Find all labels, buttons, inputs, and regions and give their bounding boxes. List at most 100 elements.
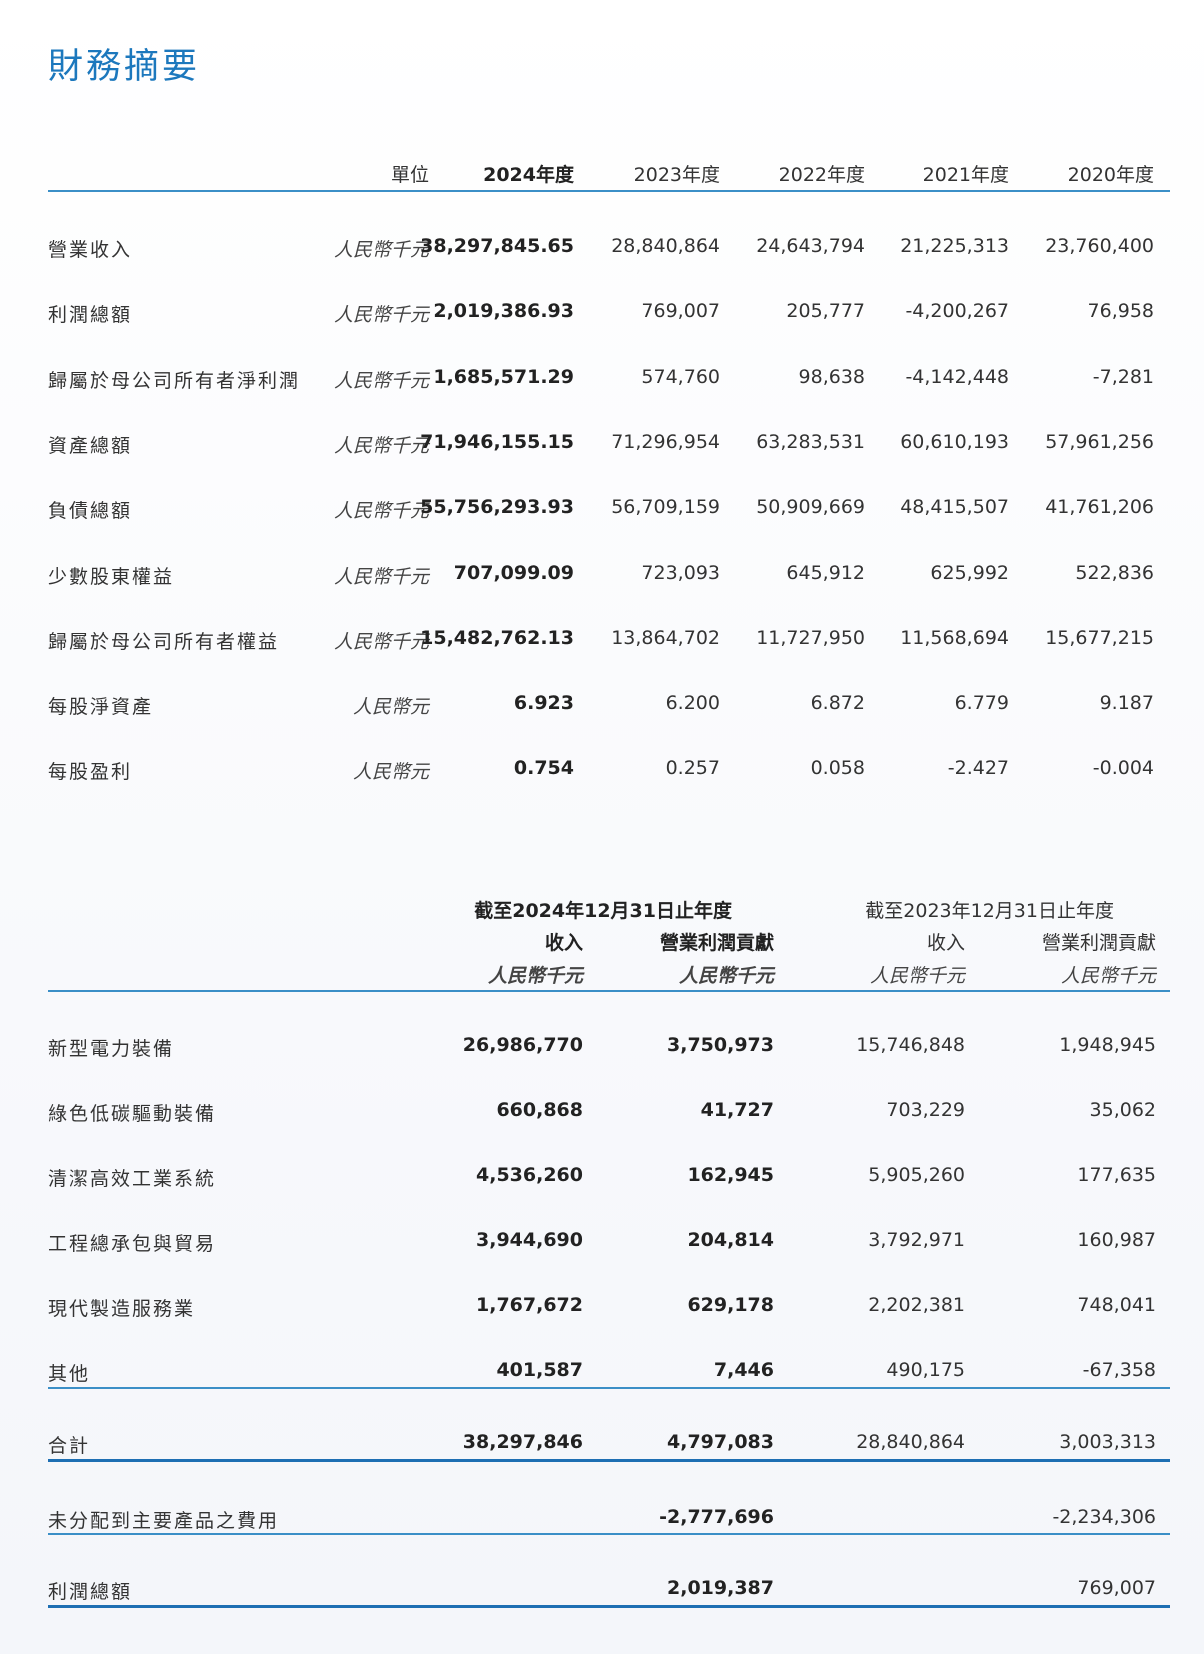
value-cell: 574,760 — [641, 365, 720, 388]
value-cell: 707,099.09 — [453, 561, 574, 584]
value-cell: 3,003,313 — [1059, 1431, 1156, 1453]
summary-header: 單位 2024年度 2023年度 2022年度 2021年度 2020年度 — [0, 160, 1204, 190]
period-header: 截至2024年12月31日止年度 截至2023年12月31日止年度 — [0, 896, 1204, 926]
unit-cell: 人民幣千元 — [333, 630, 429, 653]
row-label: 利潤總額 — [48, 1581, 133, 1603]
row-label: 歸屬於母公司所有者淨利潤 — [48, 369, 301, 392]
profit-rule — [48, 1605, 1170, 1608]
value-cell: 55,756,293.93 — [420, 496, 574, 519]
column-unit: 人民幣千元 — [869, 965, 965, 987]
row-label: 綠色低碳驅動裝備 — [48, 1103, 217, 1125]
value-cell: -0.004 — [1092, 757, 1154, 780]
value-cell: -4,142,448 — [905, 365, 1009, 388]
value-cell: 2,019,386.93 — [433, 300, 574, 323]
unit-cell: 人民幣千元 — [333, 239, 429, 261]
table-row: 現代製造服務業 1,767,672 629,178 2,202,381 748,041 — [0, 1294, 1204, 1324]
value-cell: 0.257 — [665, 757, 720, 780]
value-cell: 6.923 — [513, 692, 574, 715]
value-cell: 98,638 — [798, 365, 865, 388]
value-cell: 205,777 — [786, 300, 865, 323]
value-cell: 4,536,260 — [476, 1164, 583, 1186]
column-unit: 人民幣千元 — [487, 965, 583, 987]
table-row: 清潔高效工業系統 4,536,260 162,945 5,905,260 177,635 — [0, 1164, 1204, 1194]
value-cell: 23,760,400 — [1045, 235, 1154, 257]
row-label: 每股淨資產 — [48, 696, 154, 719]
value-cell: 401,587 — [496, 1359, 583, 1381]
column-header: 2022年度 — [778, 164, 865, 186]
value-cell: 71,296,954 — [611, 430, 720, 453]
table-row: 新型電力裝備 26,986,770 3,750,973 15,746,848 1,948… — [0, 1034, 1204, 1064]
period-2023: 截至2023年12月31日止年度 — [865, 900, 1114, 922]
row-label: 新型電力裝備 — [48, 1038, 175, 1060]
value-cell: 28,840,864 — [611, 235, 720, 257]
value-cell: 1,767,672 — [476, 1294, 583, 1316]
value-cell: 625,992 — [930, 561, 1009, 584]
value-cell: 177,635 — [1077, 1164, 1156, 1186]
row-label: 利潤總額 — [48, 304, 133, 327]
profit-row: 利潤總額 2,019,387 769,007 — [0, 1577, 1204, 1607]
row-label: 少數股東權益 — [48, 565, 175, 588]
value-cell: 204,814 — [687, 1229, 774, 1251]
header-rule — [48, 190, 1170, 192]
value-cell: 11,727,950 — [756, 626, 865, 649]
value-cell: 645,912 — [786, 561, 865, 584]
value-cell: -2,777,696 — [659, 1506, 774, 1528]
value-cell: 15,746,848 — [856, 1034, 965, 1056]
value-cell: 56,709,159 — [611, 496, 720, 519]
table-row: 營業收入 人民幣千元 38,297,845.65 28,840,864 24,643,7… — [0, 235, 1204, 265]
column-header: 2024年度 — [483, 164, 574, 186]
row-label: 未分配到主要產品之費用 — [48, 1510, 280, 1532]
column-header-row: 收入 營業利潤貢獻 收入 營業利潤貢獻 — [0, 928, 1204, 958]
value-cell: 723,093 — [641, 561, 720, 584]
value-cell: 0.058 — [810, 757, 865, 780]
unallocated-row: 未分配到主要產品之費用 -2,777,696 -2,234,306 — [0, 1506, 1204, 1536]
value-cell: 660,868 — [496, 1099, 583, 1121]
value-cell: 769,007 — [1077, 1577, 1156, 1599]
table-row: 歸屬於母公司所有者權益 人民幣千元 15,482,762.13 13,864,702 1… — [0, 627, 1204, 657]
value-cell: 2,019,387 — [667, 1577, 774, 1599]
value-cell: 3,792,971 — [868, 1229, 965, 1251]
value-cell: 748,041 — [1077, 1294, 1156, 1316]
value-cell: 4,797,083 — [667, 1431, 774, 1453]
unit-cell: 人民幣元 — [352, 761, 429, 784]
table-row: 其他 401,587 7,446 490,175 -67,358 — [0, 1359, 1204, 1389]
unit-cell: 人民幣元 — [352, 696, 429, 719]
value-cell: 2,202,381 — [868, 1294, 965, 1316]
value-cell: 6.200 — [665, 692, 720, 715]
header-rule — [48, 990, 1170, 992]
value-cell: 3,944,690 — [476, 1229, 583, 1251]
value-cell: 3,750,973 — [667, 1034, 774, 1056]
value-cell: 160,987 — [1077, 1229, 1156, 1251]
column-header: 2020年度 — [1067, 164, 1154, 186]
value-cell: 162,945 — [687, 1164, 774, 1186]
value-cell: 28,840,864 — [856, 1431, 965, 1453]
column-header: 收入 — [544, 932, 583, 954]
value-cell: -2.427 — [947, 757, 1009, 780]
value-cell: 13,864,702 — [611, 626, 720, 649]
row-label: 資產總額 — [48, 434, 133, 457]
column-header: 營業利潤貢獻 — [1041, 932, 1156, 954]
row-label: 每股盈利 — [48, 761, 133, 784]
table-row: 負債總額 人民幣千元 55,756,293.93 56,709,159 50,909,6… — [0, 496, 1204, 526]
unit-cell: 人民幣千元 — [333, 369, 429, 392]
value-cell: 76,958 — [1087, 300, 1154, 323]
column-header: 營業利潤貢獻 — [659, 932, 774, 954]
table-row: 資產總額 人民幣千元 71,946,155.15 71,296,954 63,283,5… — [0, 431, 1204, 461]
value-cell: 629,178 — [687, 1294, 774, 1316]
value-cell: 48,415,507 — [900, 496, 1009, 519]
value-cell: 522,836 — [1075, 561, 1154, 584]
unit-header-row: 人民幣千元 人民幣千元 人民幣千元 人民幣千元 — [0, 961, 1204, 991]
column-unit: 人民幣千元 — [678, 965, 774, 987]
column-header: 收入 — [926, 932, 965, 954]
unit-cell: 人民幣千元 — [333, 500, 429, 523]
period-2024: 截至2024年12月31日止年度 — [474, 900, 732, 922]
row-label: 歸屬於母公司所有者權益 — [48, 630, 280, 653]
value-cell: 9.187 — [1099, 692, 1154, 715]
value-cell: 1,948,945 — [1059, 1034, 1156, 1056]
table-row: 歸屬於母公司所有者淨利潤 人民幣千元 1,685,571.29 574,760 98,6… — [0, 366, 1204, 396]
total-row: 合計 38,297,846 4,797,083 28,840,864 3,003,313 — [0, 1431, 1204, 1461]
column-header: 單位 — [390, 164, 429, 186]
value-cell: -4,200,267 — [905, 300, 1009, 323]
value-cell: 35,062 — [1089, 1099, 1156, 1121]
row-label: 合計 — [48, 1435, 91, 1457]
